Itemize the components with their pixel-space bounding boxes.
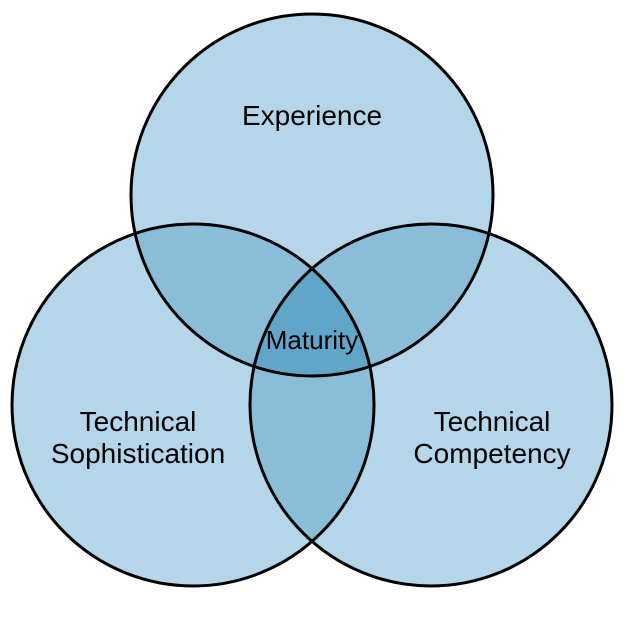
venn-label-top: Experience [242, 100, 382, 131]
venn-diagram: ExperienceTechnicalSophisticationTechnic… [0, 0, 625, 630]
venn-label-right: TechnicalCompetency [413, 406, 570, 469]
venn-center-label: Maturity [266, 325, 358, 355]
